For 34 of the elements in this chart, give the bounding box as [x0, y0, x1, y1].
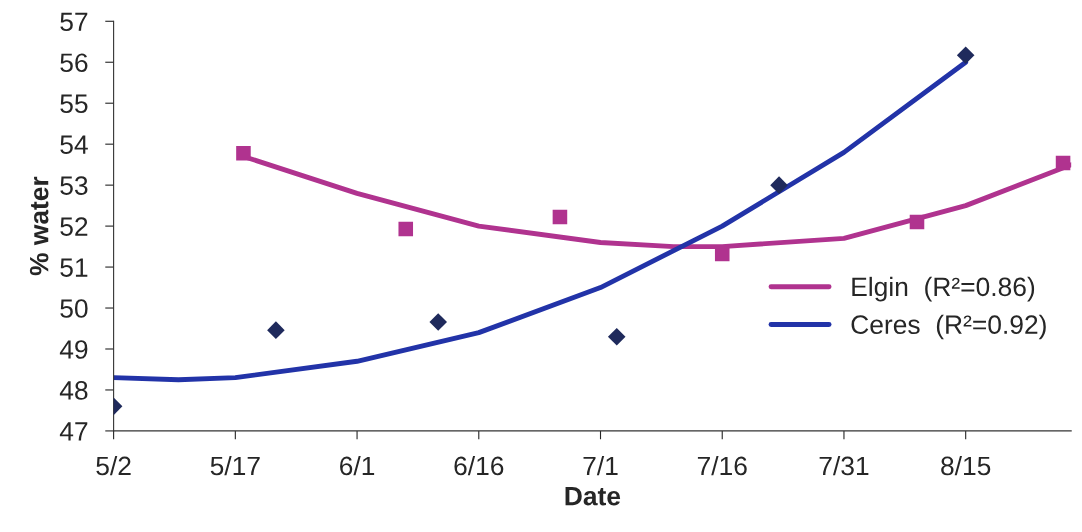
point	[267, 321, 285, 339]
y-tick-label: 49	[59, 340, 88, 359]
x-tick-label: 5/2	[96, 455, 131, 476]
point	[398, 221, 414, 237]
x-tick-label: 5/17	[210, 455, 260, 476]
point	[607, 327, 626, 346]
point	[714, 246, 730, 262]
point	[429, 313, 447, 331]
y-tick-label: 57	[60, 12, 88, 32]
x-tick-label: 6/1	[340, 455, 375, 476]
y-tick-label: 50	[60, 299, 88, 318]
x-tick-label: 7/16	[697, 455, 747, 476]
legend-label: Ceres (R²=0.92)	[851, 314, 1046, 340]
y-axis-title: % water	[29, 176, 49, 276]
y-tick-label: 52	[60, 217, 88, 236]
y-tick-label: 51	[60, 258, 88, 277]
legend-label: Elgin (R²=0.86)	[852, 276, 1035, 302]
point	[770, 176, 788, 194]
x-tick-label: 7/1	[583, 455, 618, 476]
x-axis-title: Date	[565, 487, 621, 506]
point	[956, 46, 975, 65]
y-tick-label: 56	[60, 53, 88, 73]
y-tick-label: 55	[60, 94, 88, 114]
x-tick-label: 7/31	[819, 455, 869, 476]
point	[552, 209, 568, 225]
y-tick-label: 54	[60, 135, 88, 154]
point	[1055, 155, 1071, 171]
x-tick-label: 8/15	[941, 455, 991, 476]
x-tick-label: 6/16	[454, 455, 504, 476]
point	[909, 214, 925, 230]
y-tick-label: 47	[59, 422, 88, 441]
y-tick-label: 53	[60, 176, 88, 195]
point	[236, 145, 251, 161]
y-tick-label: 48	[59, 381, 88, 400]
